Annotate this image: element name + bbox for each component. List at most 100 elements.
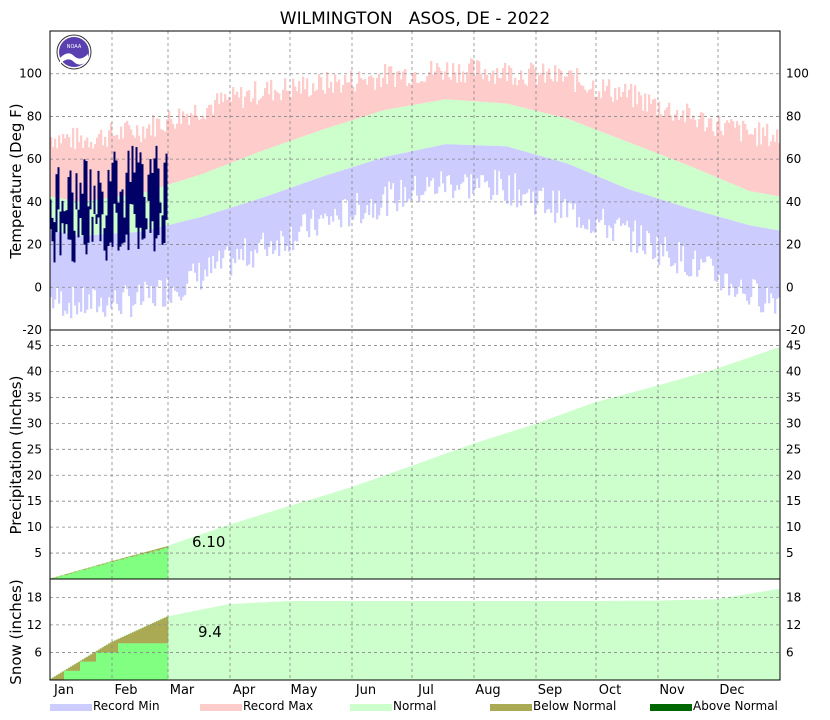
normal-range-bar (640, 147, 643, 194)
record-max-bar (222, 102, 225, 167)
record-max-bar (488, 81, 491, 103)
record-max-bar (350, 70, 353, 121)
normal-range-bar (646, 149, 649, 196)
record-min-bar (390, 155, 393, 190)
record-max-bar (604, 91, 607, 134)
record-max-bar (416, 82, 419, 105)
record-max-bar (196, 115, 199, 176)
record-max-bar (428, 72, 431, 103)
record-max-bar (726, 120, 729, 182)
record-min-bar (448, 144, 451, 176)
normal-range-bar (466, 100, 469, 145)
normal-range-bar (472, 101, 475, 146)
record-max-bar (178, 108, 181, 182)
record-min-bar (768, 228, 771, 304)
record-max-bar (606, 85, 609, 134)
observed-temperature-bars (49, 145, 168, 263)
normal-range-bar (428, 102, 431, 148)
precipitation-tick-label: 40 (27, 365, 42, 379)
normal-range-bar (274, 146, 277, 194)
record-min-bar (112, 233, 115, 303)
record-max-bar (216, 93, 219, 169)
normal-range-bar (232, 162, 235, 208)
snow-observed-bar (126, 643, 129, 680)
record-min-bar (160, 226, 163, 281)
record-max-bar (472, 59, 475, 102)
record-min-bar (754, 226, 757, 280)
normal-range-bar (526, 108, 529, 153)
record-max-bar (374, 90, 377, 114)
normal-range-bar (302, 136, 305, 184)
record-max-bar (482, 79, 485, 102)
normal-range-bar (680, 162, 683, 206)
normal-range-bar (648, 150, 651, 196)
record-min-bar (652, 196, 655, 260)
record-max-bar (700, 112, 703, 171)
record-min-bar (134, 232, 137, 305)
record-min-bar (528, 152, 531, 190)
normal-range-bar (550, 114, 553, 159)
normal-range-bar (80, 201, 83, 236)
snow-observed-bar (108, 652, 111, 680)
record-max-bar (464, 82, 467, 101)
record-max-bar (180, 123, 183, 181)
record-max-bar (50, 137, 53, 197)
normal-range-bar (352, 120, 355, 167)
record-min-bar (400, 153, 403, 180)
legend-label-record-max: Record Max (243, 699, 313, 713)
normal-range-bar (230, 162, 233, 208)
record-min-bar (214, 212, 217, 269)
record-min-bar (380, 158, 383, 208)
normal-range-bar (306, 135, 309, 183)
record-max-bar (346, 82, 349, 122)
normal-range-bar (270, 147, 273, 195)
record-min-bar (200, 217, 203, 290)
normal-range-bar (624, 140, 627, 188)
normal-range-bar (412, 105, 415, 152)
record-min-bar (748, 225, 751, 305)
normal-range-bar (528, 109, 531, 153)
record-max-bar (162, 130, 165, 187)
precipitation-observed-bar (158, 550, 161, 579)
record-max-bar (106, 146, 109, 199)
record-max-bar (486, 74, 489, 103)
normal-range-bar (444, 99, 447, 145)
snow-departure-bar (108, 643, 111, 653)
precipitation-ylabel: Precipitation (Inches) (7, 376, 25, 535)
record-min-bar (164, 225, 167, 307)
normal-range-bar (614, 137, 617, 184)
snow-observed-bar (98, 652, 101, 680)
record-max-bar (340, 92, 343, 124)
record-max-bar (352, 86, 355, 121)
normal-range-bar (214, 169, 217, 213)
normal-range-bar (728, 182, 731, 220)
record-max-bar (376, 77, 379, 113)
precipitation-tick-label: 45 (27, 339, 42, 353)
record-min-bar (358, 165, 361, 205)
record-max-bar (542, 63, 545, 113)
record-max-bar (714, 135, 717, 177)
normal-range-bar (304, 135, 307, 183)
record-min-bar (198, 217, 201, 263)
snow-departure-bar (64, 670, 67, 671)
record-min-bar (430, 147, 433, 181)
record-max-bar (424, 81, 427, 103)
record-max-bar (360, 78, 363, 118)
record-min-bar (538, 155, 541, 191)
record-max-bar (230, 101, 233, 163)
precipitation-departure-bar (150, 550, 153, 552)
record-min-bar (128, 232, 131, 297)
record-min-bar (432, 146, 435, 178)
snow-departure-bar (92, 653, 95, 662)
record-min-bar (410, 151, 413, 201)
record-max-bar (538, 74, 541, 112)
normal-range-bar (740, 187, 743, 223)
record-max-bar (774, 141, 777, 196)
normal-range-bar (768, 194, 771, 229)
record-min-bar (724, 218, 727, 274)
record-max-bar (430, 60, 433, 102)
normal-range-bar (374, 113, 377, 161)
record-max-bar (324, 93, 327, 129)
record-max-bar (478, 61, 481, 102)
record-max-bar (394, 87, 397, 109)
